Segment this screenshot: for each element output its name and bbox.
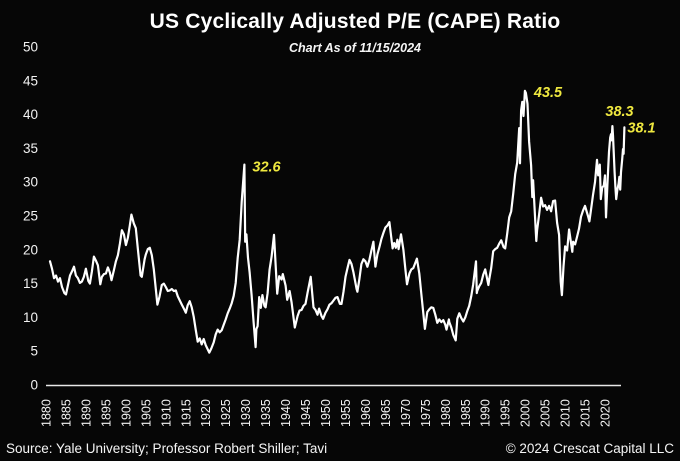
x-axis-tick-label: 1895 (99, 399, 113, 427)
x-axis-tick-label: 2010 (559, 399, 573, 427)
y-axis-tick-label: 35 (23, 141, 38, 156)
x-axis-tick-label: 1900 (119, 399, 133, 427)
x-axis-tick-label: 1945 (299, 399, 313, 427)
x-axis-tick-label: 1980 (439, 399, 453, 427)
footer-copyright: © 2024 Crescat Capital LLC (505, 441, 674, 456)
x-axis-tick-label: 2005 (539, 399, 553, 427)
chart-title: US Cyclically Adjusted P/E (CAPE) Ratio (149, 10, 561, 33)
x-axis-tick-label: 1885 (60, 399, 74, 427)
peak-annotation-32.6: 32.6 (252, 160, 281, 176)
chart-subtitle: Chart As of 11/15/2024 (288, 41, 421, 55)
x-axis-tick-label: 1920 (199, 399, 213, 427)
x-axis-tick-label: 2020 (599, 399, 613, 427)
peak-annotation-38.3: 38.3 (605, 104, 633, 120)
y-axis-tick-label: 20 (23, 242, 38, 257)
x-axis-tick-label: 1955 (339, 399, 353, 427)
y-axis-tick-label: 30 (23, 175, 38, 190)
x-axis-tick-label: 1935 (259, 399, 273, 427)
y-axis-tick-label: 40 (23, 107, 38, 122)
x-axis-tick-label: 1985 (459, 399, 473, 427)
x-axis-tick-label: 2000 (519, 399, 533, 427)
cape-line (48, 89, 626, 354)
y-axis-tick-label: 45 (23, 73, 38, 88)
x-axis-tick-label: 1905 (139, 399, 153, 427)
x-axis-tick-label: 1990 (479, 399, 493, 427)
y-axis-tick-label: 25 (23, 209, 38, 224)
x-axis-tick-label: 2015 (579, 399, 593, 427)
footer-source: Source: Yale University; Professor Rober… (6, 441, 328, 456)
x-axis-tick-label: 1880 (40, 399, 54, 427)
x-axis-tick-label: 1995 (499, 399, 513, 427)
x-axis-tick-label: 1970 (399, 399, 413, 427)
x-axis-tick-label: 1910 (159, 399, 173, 427)
y-axis-tick-label: 15 (23, 276, 38, 291)
x-axis-tick-label: 1965 (379, 399, 393, 427)
x-axis-tick-label: 1975 (419, 399, 433, 427)
y-axis-tick-label: 50 (23, 40, 38, 55)
x-axis-tick-label: 1890 (79, 399, 93, 427)
x-axis-tick-label: 1940 (279, 399, 293, 427)
x-axis-tick-label: 1925 (219, 399, 233, 427)
x-axis-tick-label: 1950 (319, 399, 333, 427)
y-axis-tick-label: 5 (30, 344, 38, 359)
y-axis-tick-label: 0 (30, 378, 38, 393)
peak-annotation-43.5: 43.5 (533, 85, 563, 101)
peak-annotation-38.1: 38.1 (627, 120, 655, 136)
y-axis-tick-label: 10 (23, 310, 38, 325)
x-axis-tick-label: 1930 (239, 399, 253, 427)
x-axis-tick-label: 1960 (359, 399, 373, 427)
x-axis-tick-label: 1915 (179, 399, 193, 427)
